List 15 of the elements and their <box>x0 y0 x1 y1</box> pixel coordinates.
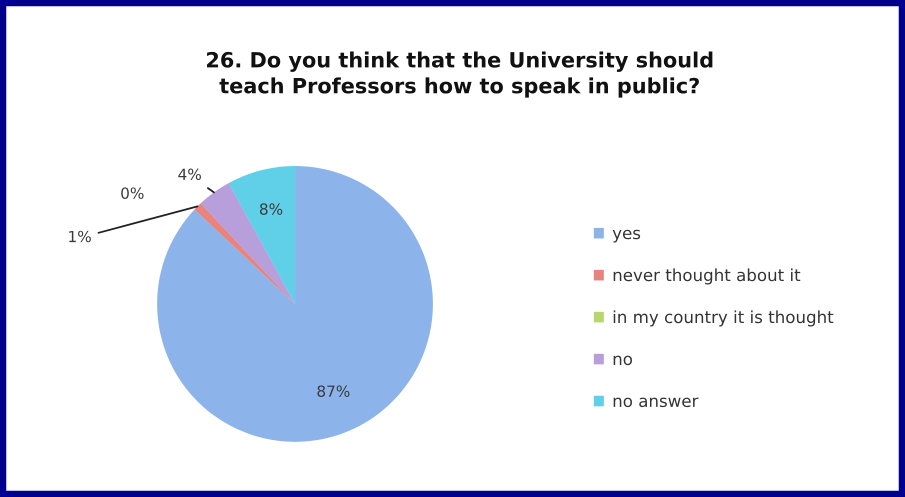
data-label: 1% <box>69 230 91 242</box>
chart-title: 26. Do you think that the University should teach Professors how to speak in public? <box>207 52 712 98</box>
pie-slice <box>157 166 433 442</box>
legend-label: no <box>614 356 632 366</box>
data-label: 8% <box>260 203 282 215</box>
legend-label: never thought about it <box>614 268 800 284</box>
pie-slice <box>228 166 296 304</box>
legend-label: yes <box>612 230 640 243</box>
legend-label: no answer <box>614 398 698 408</box>
data-label: 87% <box>317 385 350 397</box>
text: 0% <box>121 187 144 199</box>
pie-slice <box>194 203 296 304</box>
pie-slice <box>200 183 296 304</box>
legend-label: in my country it is thought <box>614 310 834 326</box>
data-label: 4% <box>178 168 201 180</box>
